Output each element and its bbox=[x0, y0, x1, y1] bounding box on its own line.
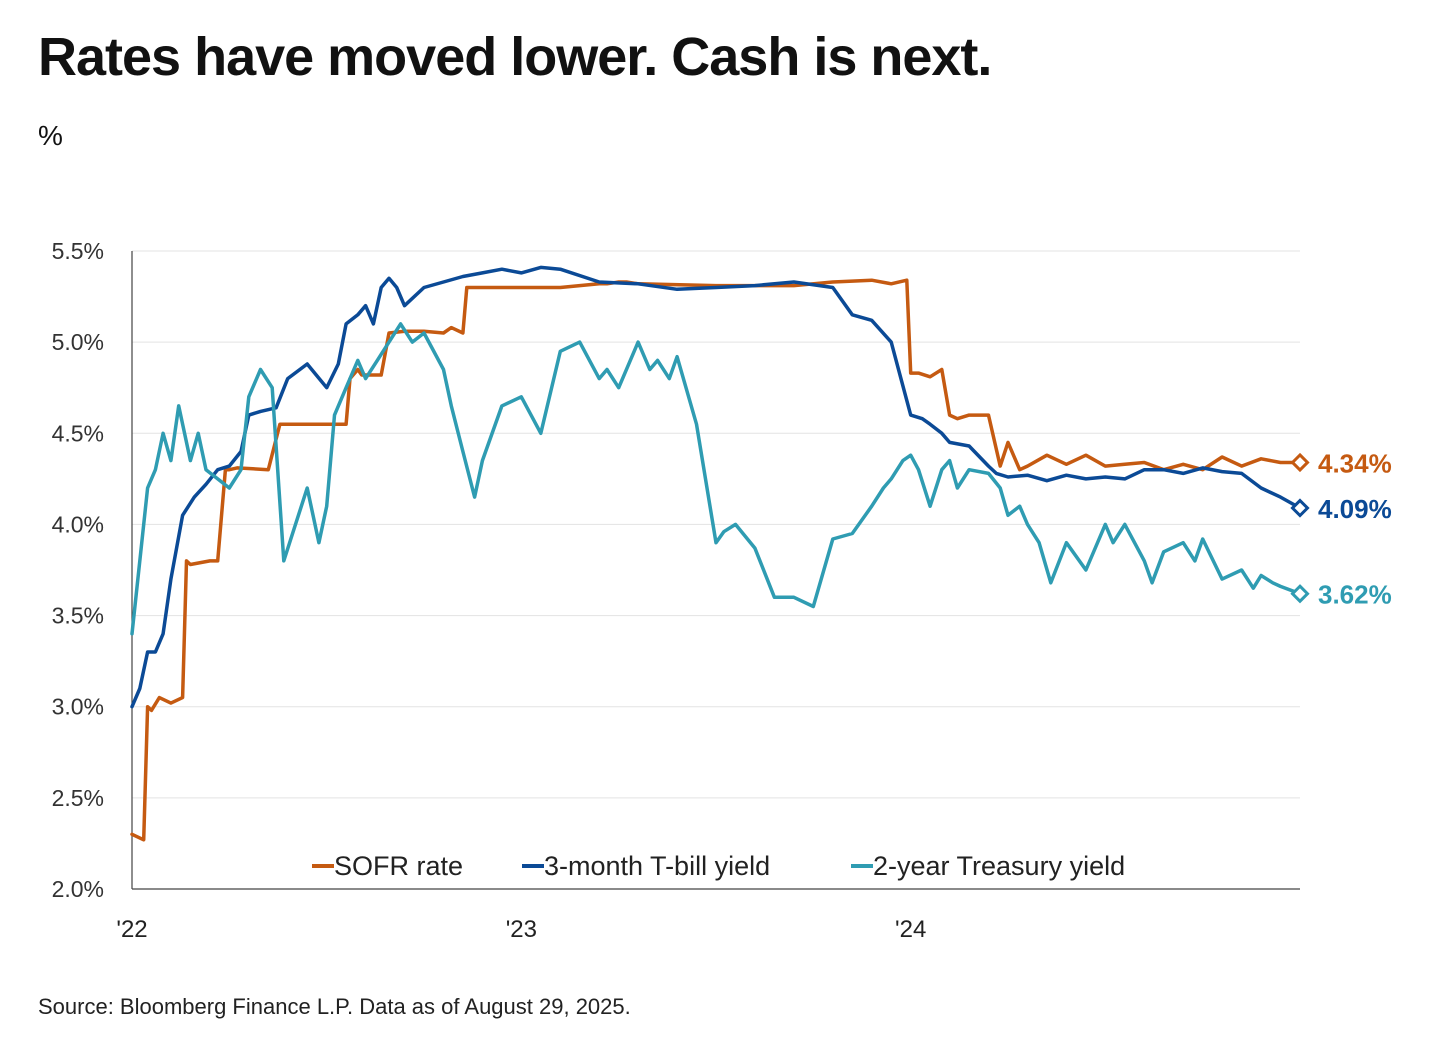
x-tick-label: '23 bbox=[506, 916, 537, 943]
chart-title: Rates have moved lower. Cash is next. bbox=[38, 27, 992, 87]
end-marker bbox=[1290, 498, 1310, 518]
end-value-label: 4.34% bbox=[1318, 448, 1392, 478]
unit-label: % bbox=[38, 120, 63, 151]
y-tick-labels: 2.0% 2.5% 3.0% 3.5% 4.0% 4.5% 5.0% 5.5% bbox=[52, 238, 104, 902]
legend-label: 3-month T-bill yield bbox=[544, 851, 770, 881]
x-tick-label: '24 bbox=[895, 916, 926, 943]
end-markers: 4.34% 4.09% 3.62% bbox=[1290, 448, 1392, 610]
legend: SOFR rate 3-month T-bill yield 2-year Trea… bbox=[312, 851, 1125, 881]
source-note: Source: Bloomberg Finance L.P. Data as o… bbox=[38, 994, 631, 1019]
legend-label: 2-year Treasury yield bbox=[873, 851, 1125, 881]
axes bbox=[131, 251, 1300, 890]
y-tick-label: 5.0% bbox=[52, 329, 104, 355]
y-tick-label: 2.0% bbox=[52, 876, 104, 902]
end-marker bbox=[1290, 584, 1310, 604]
end-marker bbox=[1290, 452, 1310, 473]
y-tick-label: 5.5% bbox=[52, 238, 104, 264]
end-value-label: 3.62% bbox=[1318, 580, 1392, 610]
y-tick-label: 3.5% bbox=[52, 603, 104, 629]
series-line bbox=[130, 322, 1302, 636]
legend-label: SOFR rate bbox=[334, 851, 463, 881]
end-value-label: 4.09% bbox=[1318, 494, 1392, 524]
y-tick-label: 2.5% bbox=[52, 785, 104, 811]
x-tick-labels: '22 '23 '24 bbox=[116, 916, 926, 943]
y-tick-label: 3.0% bbox=[52, 694, 104, 720]
series-lines bbox=[130, 265, 1302, 842]
y-tick-label: 4.5% bbox=[52, 420, 104, 446]
x-tick-label: '22 bbox=[116, 916, 147, 943]
line-chart: 2.0%2.5%3.0%3.5%4.0%4.5%5.0%5.5% '22'23 '… bbox=[52, 238, 1392, 943]
y-tick-label: 4.0% bbox=[52, 511, 104, 537]
